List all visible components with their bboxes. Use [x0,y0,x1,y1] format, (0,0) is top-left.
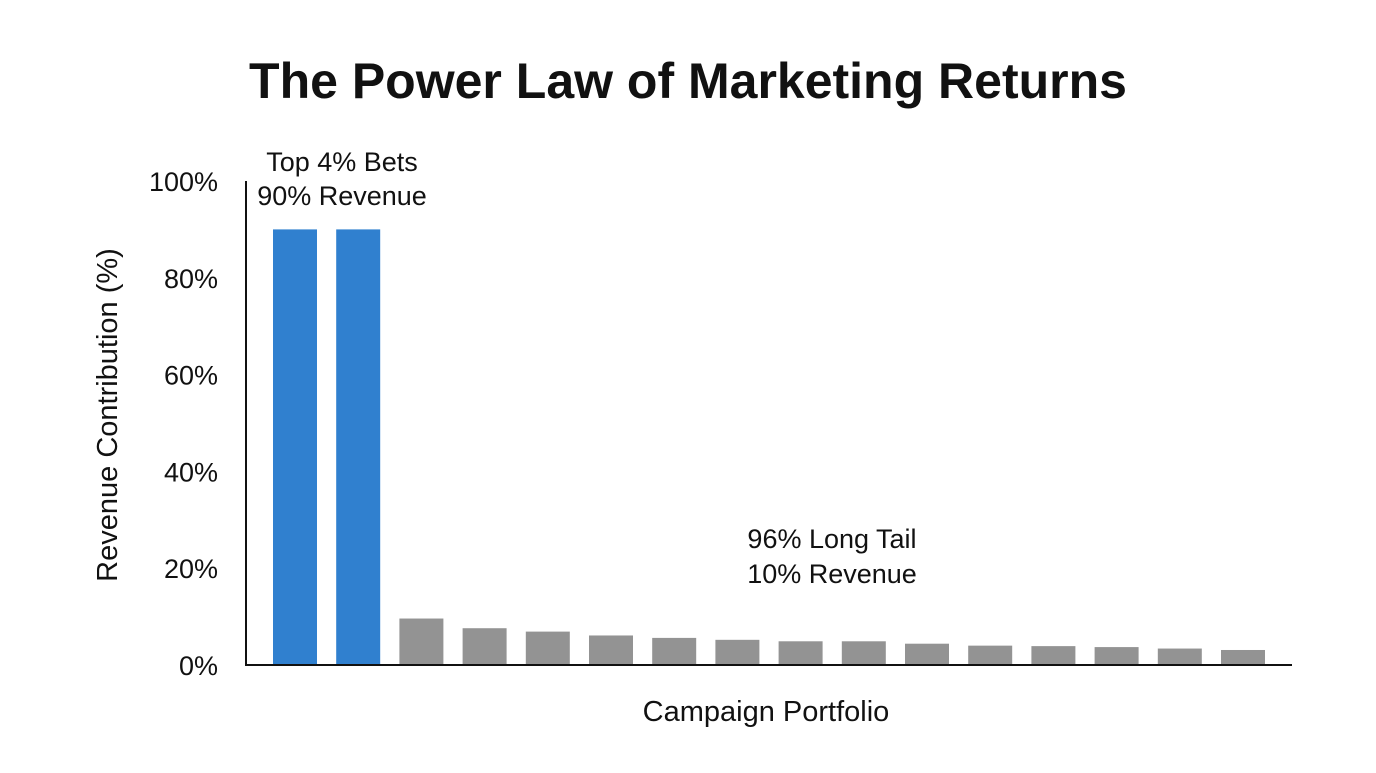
bar-long-tail [1031,646,1076,665]
bar-long-tail [968,645,1013,665]
y-tick-label: 100% [149,167,218,197]
bar-long-tail [525,631,570,665]
bar-long-tail [1221,649,1265,665]
y-tick-label: 0% [179,651,218,681]
bar-long-tail [1157,648,1202,665]
y-axis-label: Revenue Contribution (%) [92,248,124,582]
annotation-top-line2: 90% Revenue [257,181,427,211]
annotation-tail-line1: 96% Long Tail [747,524,916,554]
bar-long-tail [399,618,444,665]
bar-long-tail [652,637,697,665]
annotation-tail-line2: 10% Revenue [747,559,917,589]
bar-long-tail [462,628,507,665]
bar-long-tail [715,639,760,665]
bar-long-tail [841,641,886,665]
annotation-top-line1: Top 4% Bets [266,147,418,177]
chart-title: The Power Law of Marketing Returns [249,53,1127,109]
bar-long-tail [778,641,823,665]
bar-long-tail [589,635,633,665]
bar-long-tail [905,643,949,665]
bar-top-bet [336,229,381,665]
bar-top-bet [273,229,317,665]
y-tick-label: 40% [164,457,218,487]
bar-long-tail [1094,647,1139,665]
y-tick-label: 80% [164,264,218,294]
y-tick-label: 60% [164,361,218,391]
x-axis-label: Campaign Portfolio [643,696,890,728]
y-tick-label: 20% [164,554,218,584]
